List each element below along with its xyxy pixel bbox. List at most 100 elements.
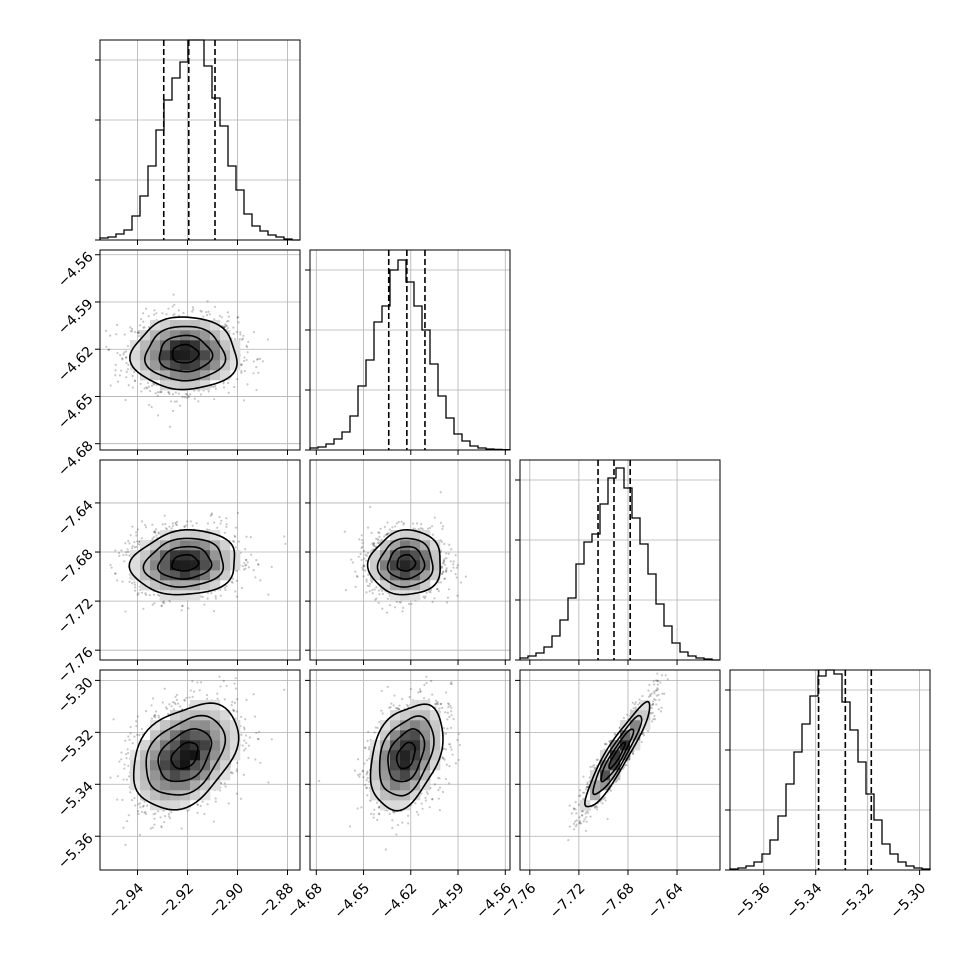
sample-point <box>124 610 127 613</box>
density-cell <box>150 770 161 781</box>
sample-point <box>447 706 450 709</box>
density-cell <box>220 720 231 731</box>
density-cell <box>150 750 161 761</box>
sample-point <box>378 593 381 596</box>
density-cell <box>210 370 221 381</box>
sample-point <box>145 804 149 807</box>
sample-point <box>179 705 182 708</box>
sample-point <box>196 803 199 806</box>
sample-point <box>127 539 130 543</box>
sample-point <box>138 733 141 737</box>
sample-point <box>233 534 236 537</box>
sample-point <box>445 568 448 572</box>
density-cell <box>380 570 391 581</box>
sample-point <box>136 528 139 531</box>
sample-point <box>149 827 152 830</box>
sample-point <box>235 710 238 713</box>
sample-point <box>439 702 442 706</box>
sample-point <box>240 363 244 366</box>
sample-point <box>423 683 426 686</box>
sample-point <box>666 678 669 681</box>
sample-point <box>243 561 246 565</box>
sample-point <box>163 602 166 605</box>
sample-point <box>606 817 609 821</box>
density-cell <box>410 570 421 581</box>
sample-point <box>446 727 449 730</box>
sample-point <box>258 357 262 360</box>
sample-point <box>267 593 270 596</box>
sample-point <box>365 554 368 557</box>
density-cell <box>160 360 171 371</box>
sample-point <box>163 821 166 824</box>
histogram-panel-3 <box>725 669 931 875</box>
density-cell <box>180 720 191 731</box>
sample-point <box>634 706 637 709</box>
sample-point <box>362 776 365 779</box>
sample-point <box>123 767 126 770</box>
sample-point <box>652 703 655 706</box>
contour-line <box>395 741 416 770</box>
sample-point <box>580 814 584 817</box>
density-cell <box>160 790 171 801</box>
sample-point <box>185 396 188 399</box>
sample-point <box>383 525 386 529</box>
sample-point <box>238 337 241 341</box>
sample-point <box>202 315 205 318</box>
sample-point <box>648 683 651 687</box>
sample-point <box>448 782 451 785</box>
density-cell <box>190 780 201 791</box>
sample-point <box>112 718 115 721</box>
sample-point <box>361 545 364 548</box>
density-cell <box>170 760 181 771</box>
sample-point <box>384 848 387 851</box>
sample-point <box>446 702 450 705</box>
density-cell <box>170 360 181 371</box>
density-cell <box>370 560 381 571</box>
sample-point <box>259 761 262 764</box>
sample-point <box>434 702 437 706</box>
density-cell <box>190 760 201 771</box>
sample-point <box>373 808 376 811</box>
contour-line <box>396 553 417 572</box>
sample-point <box>578 821 581 824</box>
density-cell <box>230 560 241 571</box>
sample-point <box>181 395 184 399</box>
sample-point <box>373 542 376 545</box>
density-cell <box>210 700 221 711</box>
sample-point <box>442 726 446 730</box>
sample-point <box>210 592 213 595</box>
sample-point <box>374 726 377 729</box>
sample-point <box>443 558 446 561</box>
sample-point <box>168 392 171 396</box>
sample-point <box>437 797 440 800</box>
sample-point <box>650 704 654 707</box>
sample-point <box>433 783 436 786</box>
density-cell <box>160 780 171 791</box>
density-cell <box>410 730 421 741</box>
sample-point <box>572 807 576 810</box>
sample-point <box>424 796 427 799</box>
density-cell <box>170 370 181 381</box>
sample-point <box>196 681 199 684</box>
sample-point <box>412 527 415 530</box>
sample-point <box>423 597 426 600</box>
sample-point <box>595 758 598 762</box>
sample-point <box>131 525 134 528</box>
sample-point <box>175 400 178 403</box>
sample-point <box>150 704 153 707</box>
sample-point <box>212 609 216 613</box>
sample-point <box>146 381 150 384</box>
sample-point <box>160 826 163 829</box>
sample-point <box>366 794 369 797</box>
sample-point <box>157 532 160 535</box>
density-cell <box>140 550 151 561</box>
sample-point <box>214 595 217 598</box>
sample-point <box>171 409 175 412</box>
sample-point <box>214 800 217 803</box>
panel-content <box>109 511 287 613</box>
density-cell <box>380 580 391 591</box>
sample-point <box>144 307 148 310</box>
sample-point <box>581 814 584 817</box>
density-cell <box>220 360 231 371</box>
sample-point <box>225 324 229 327</box>
